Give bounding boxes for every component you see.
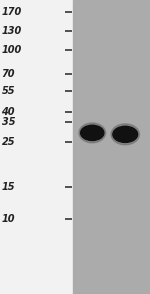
- Text: 25: 25: [2, 137, 15, 147]
- Text: 35: 35: [2, 117, 15, 127]
- Text: 10: 10: [2, 214, 15, 224]
- Text: 55: 55: [2, 86, 15, 96]
- Text: 40: 40: [2, 107, 15, 117]
- Text: 15: 15: [2, 182, 15, 192]
- Ellipse shape: [111, 124, 140, 145]
- Ellipse shape: [113, 126, 138, 143]
- Bar: [73, 0, 150, 294]
- Ellipse shape: [79, 123, 106, 143]
- Text: 130: 130: [2, 26, 22, 36]
- Text: 100: 100: [2, 45, 22, 55]
- Ellipse shape: [81, 125, 104, 141]
- Text: 170: 170: [2, 7, 22, 17]
- Text: 70: 70: [2, 69, 15, 79]
